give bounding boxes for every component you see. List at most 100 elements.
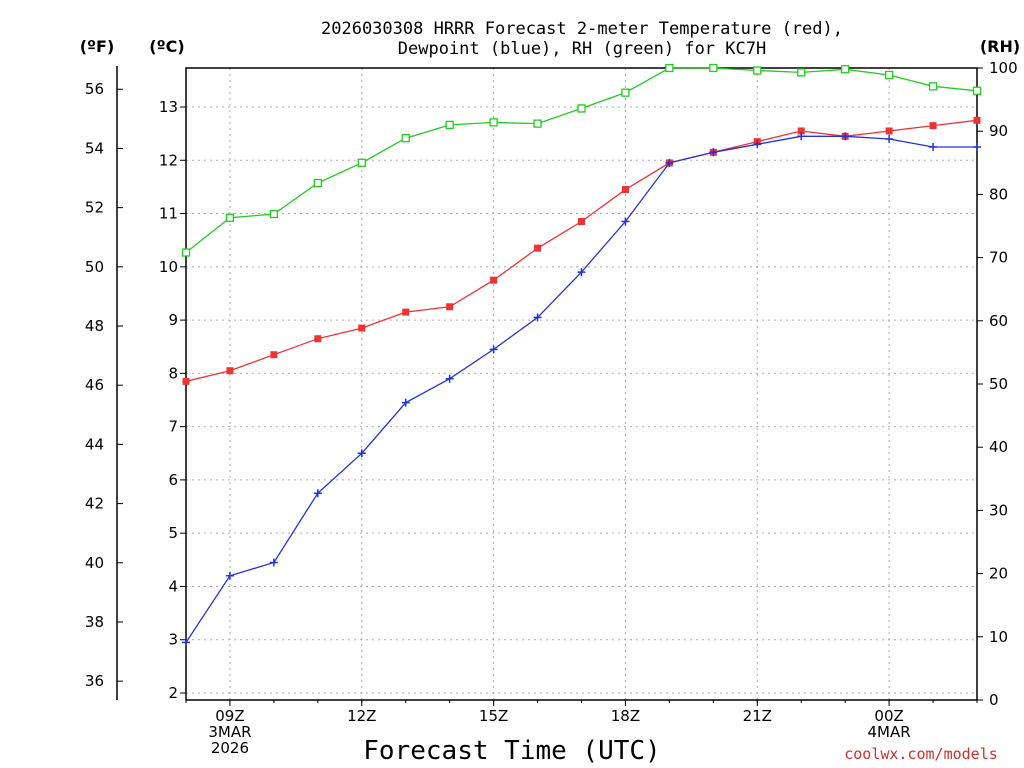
temperature-line xyxy=(185,119,978,383)
dewpoint-point xyxy=(489,345,498,354)
dewpoint-line xyxy=(185,135,977,643)
rh-tick-label: 90 xyxy=(989,122,1008,140)
rh-point xyxy=(489,118,498,127)
rh-point xyxy=(972,86,982,95)
celsius-tick-label: 4 xyxy=(168,577,178,595)
time-tick-label: 12Z xyxy=(347,707,376,725)
time-tick-label: 09Z xyxy=(215,707,244,725)
rh-point xyxy=(665,63,674,73)
temperature-point xyxy=(402,308,410,316)
rh-point xyxy=(445,120,454,130)
fahrenheit-tick-label: 52 xyxy=(85,199,104,217)
dewpoint-point xyxy=(401,398,410,407)
temperature-point xyxy=(182,377,190,385)
celsius-unit-label: (ºC) xyxy=(149,37,184,56)
rh-point xyxy=(884,70,894,80)
fahrenheit-tick-label: 56 xyxy=(85,80,104,98)
rh-tick-label: 100 xyxy=(989,59,1018,77)
dewpoint-point xyxy=(797,132,806,141)
rh-tick-label: 40 xyxy=(989,438,1008,456)
temperature-point xyxy=(446,303,454,311)
dewpoint-point xyxy=(621,217,630,226)
rh-tick-label: 30 xyxy=(989,501,1008,519)
temperature-point xyxy=(226,367,234,375)
rh-point xyxy=(357,158,366,167)
fahrenheit-unit-label: (ºF) xyxy=(80,37,115,56)
fahrenheit-tick-label: 48 xyxy=(85,317,104,335)
celsius-tick-label: 12 xyxy=(159,151,178,169)
celsius-tick-label: 6 xyxy=(168,471,178,489)
temperature-point xyxy=(621,186,629,194)
dewpoint-point xyxy=(885,134,894,143)
axes xyxy=(116,66,983,706)
celsius-tick-label: 2 xyxy=(168,684,178,702)
time-tick-label: 00Z xyxy=(874,707,903,725)
rh-point xyxy=(225,213,235,222)
time-tick-label: 21Z xyxy=(743,707,772,725)
fahrenheit-tick-label: 44 xyxy=(85,435,104,453)
rh-tick-label: 80 xyxy=(989,185,1008,203)
rh-point xyxy=(401,134,410,143)
credit-text: coolwx.com/models xyxy=(844,745,998,763)
celsius-tick-label: 10 xyxy=(159,258,178,276)
rh-tick-label: 60 xyxy=(989,312,1008,330)
rh-point xyxy=(797,68,806,77)
temperature-point xyxy=(314,335,322,343)
dewpoint-point xyxy=(841,132,850,141)
dewpoint-point xyxy=(929,142,938,151)
chart-title-line1: 2026030308 HRRR Forecast 2-meter Tempera… xyxy=(321,19,843,39)
dewpoint-point xyxy=(577,268,586,277)
temperature-point xyxy=(797,127,805,135)
dewpoint-point xyxy=(753,140,762,149)
time-tick-label: 2026 xyxy=(211,739,249,757)
rh-point xyxy=(269,209,279,219)
temperature-point xyxy=(534,244,542,252)
dewpoint-point xyxy=(665,158,674,167)
temperature-point xyxy=(490,276,498,284)
rh-tick-label: 0 xyxy=(989,691,999,709)
dewpoint-point xyxy=(225,571,234,580)
dewpoint-point xyxy=(445,374,454,383)
tick-labels: 2345678910111213363840424446485052545601… xyxy=(85,59,1018,757)
celsius-tick-label: 8 xyxy=(168,364,178,382)
time-tick-label: 15Z xyxy=(479,707,508,725)
dewpoint-point xyxy=(182,638,190,647)
fahrenheit-tick-label: 50 xyxy=(85,258,104,276)
chart-title-line2: Dewpoint (blue), RH (green) for KC7H xyxy=(398,39,766,59)
fahrenheit-tick-label: 40 xyxy=(85,554,104,572)
fahrenheit-tick-label: 46 xyxy=(85,376,104,394)
rh-point xyxy=(753,66,762,75)
time-tick-label: 4MAR xyxy=(868,723,911,741)
rh-tick-label: 50 xyxy=(989,375,1008,393)
temperature-point xyxy=(578,218,585,226)
fahrenheit-tick-label: 38 xyxy=(85,613,104,631)
grid-lines xyxy=(186,68,977,700)
x-axis-label: Forecast Time (UTC) xyxy=(363,736,660,766)
time-tick-label: 18Z xyxy=(611,707,640,725)
rh-point xyxy=(709,63,718,73)
data-series xyxy=(181,63,982,647)
temperature-point xyxy=(929,122,937,130)
fahrenheit-tick-label: 42 xyxy=(85,495,104,513)
rh-point xyxy=(313,178,322,188)
celsius-tick-label: 11 xyxy=(159,205,178,223)
rh-unit-label: (RH) xyxy=(980,37,1020,56)
rh-tick-label: 70 xyxy=(989,249,1008,267)
rh-tick-label: 20 xyxy=(989,565,1008,583)
temperature-point xyxy=(885,127,893,135)
dewpoint-point xyxy=(357,449,366,458)
rh-point xyxy=(577,104,586,113)
rh-tick-label: 10 xyxy=(989,628,1008,646)
celsius-tick-label: 5 xyxy=(168,524,178,542)
celsius-tick-label: 3 xyxy=(168,631,178,649)
dewpoint-point xyxy=(269,558,278,567)
fahrenheit-tick-label: 36 xyxy=(85,672,104,690)
rh-point xyxy=(181,248,191,257)
fahrenheit-tick-label: 54 xyxy=(85,139,104,157)
dewpoint-point xyxy=(709,148,718,157)
celsius-tick-label: 13 xyxy=(159,98,178,116)
temperature-point xyxy=(973,116,981,124)
temperature-point xyxy=(358,324,366,332)
dewpoint-point xyxy=(533,313,542,322)
